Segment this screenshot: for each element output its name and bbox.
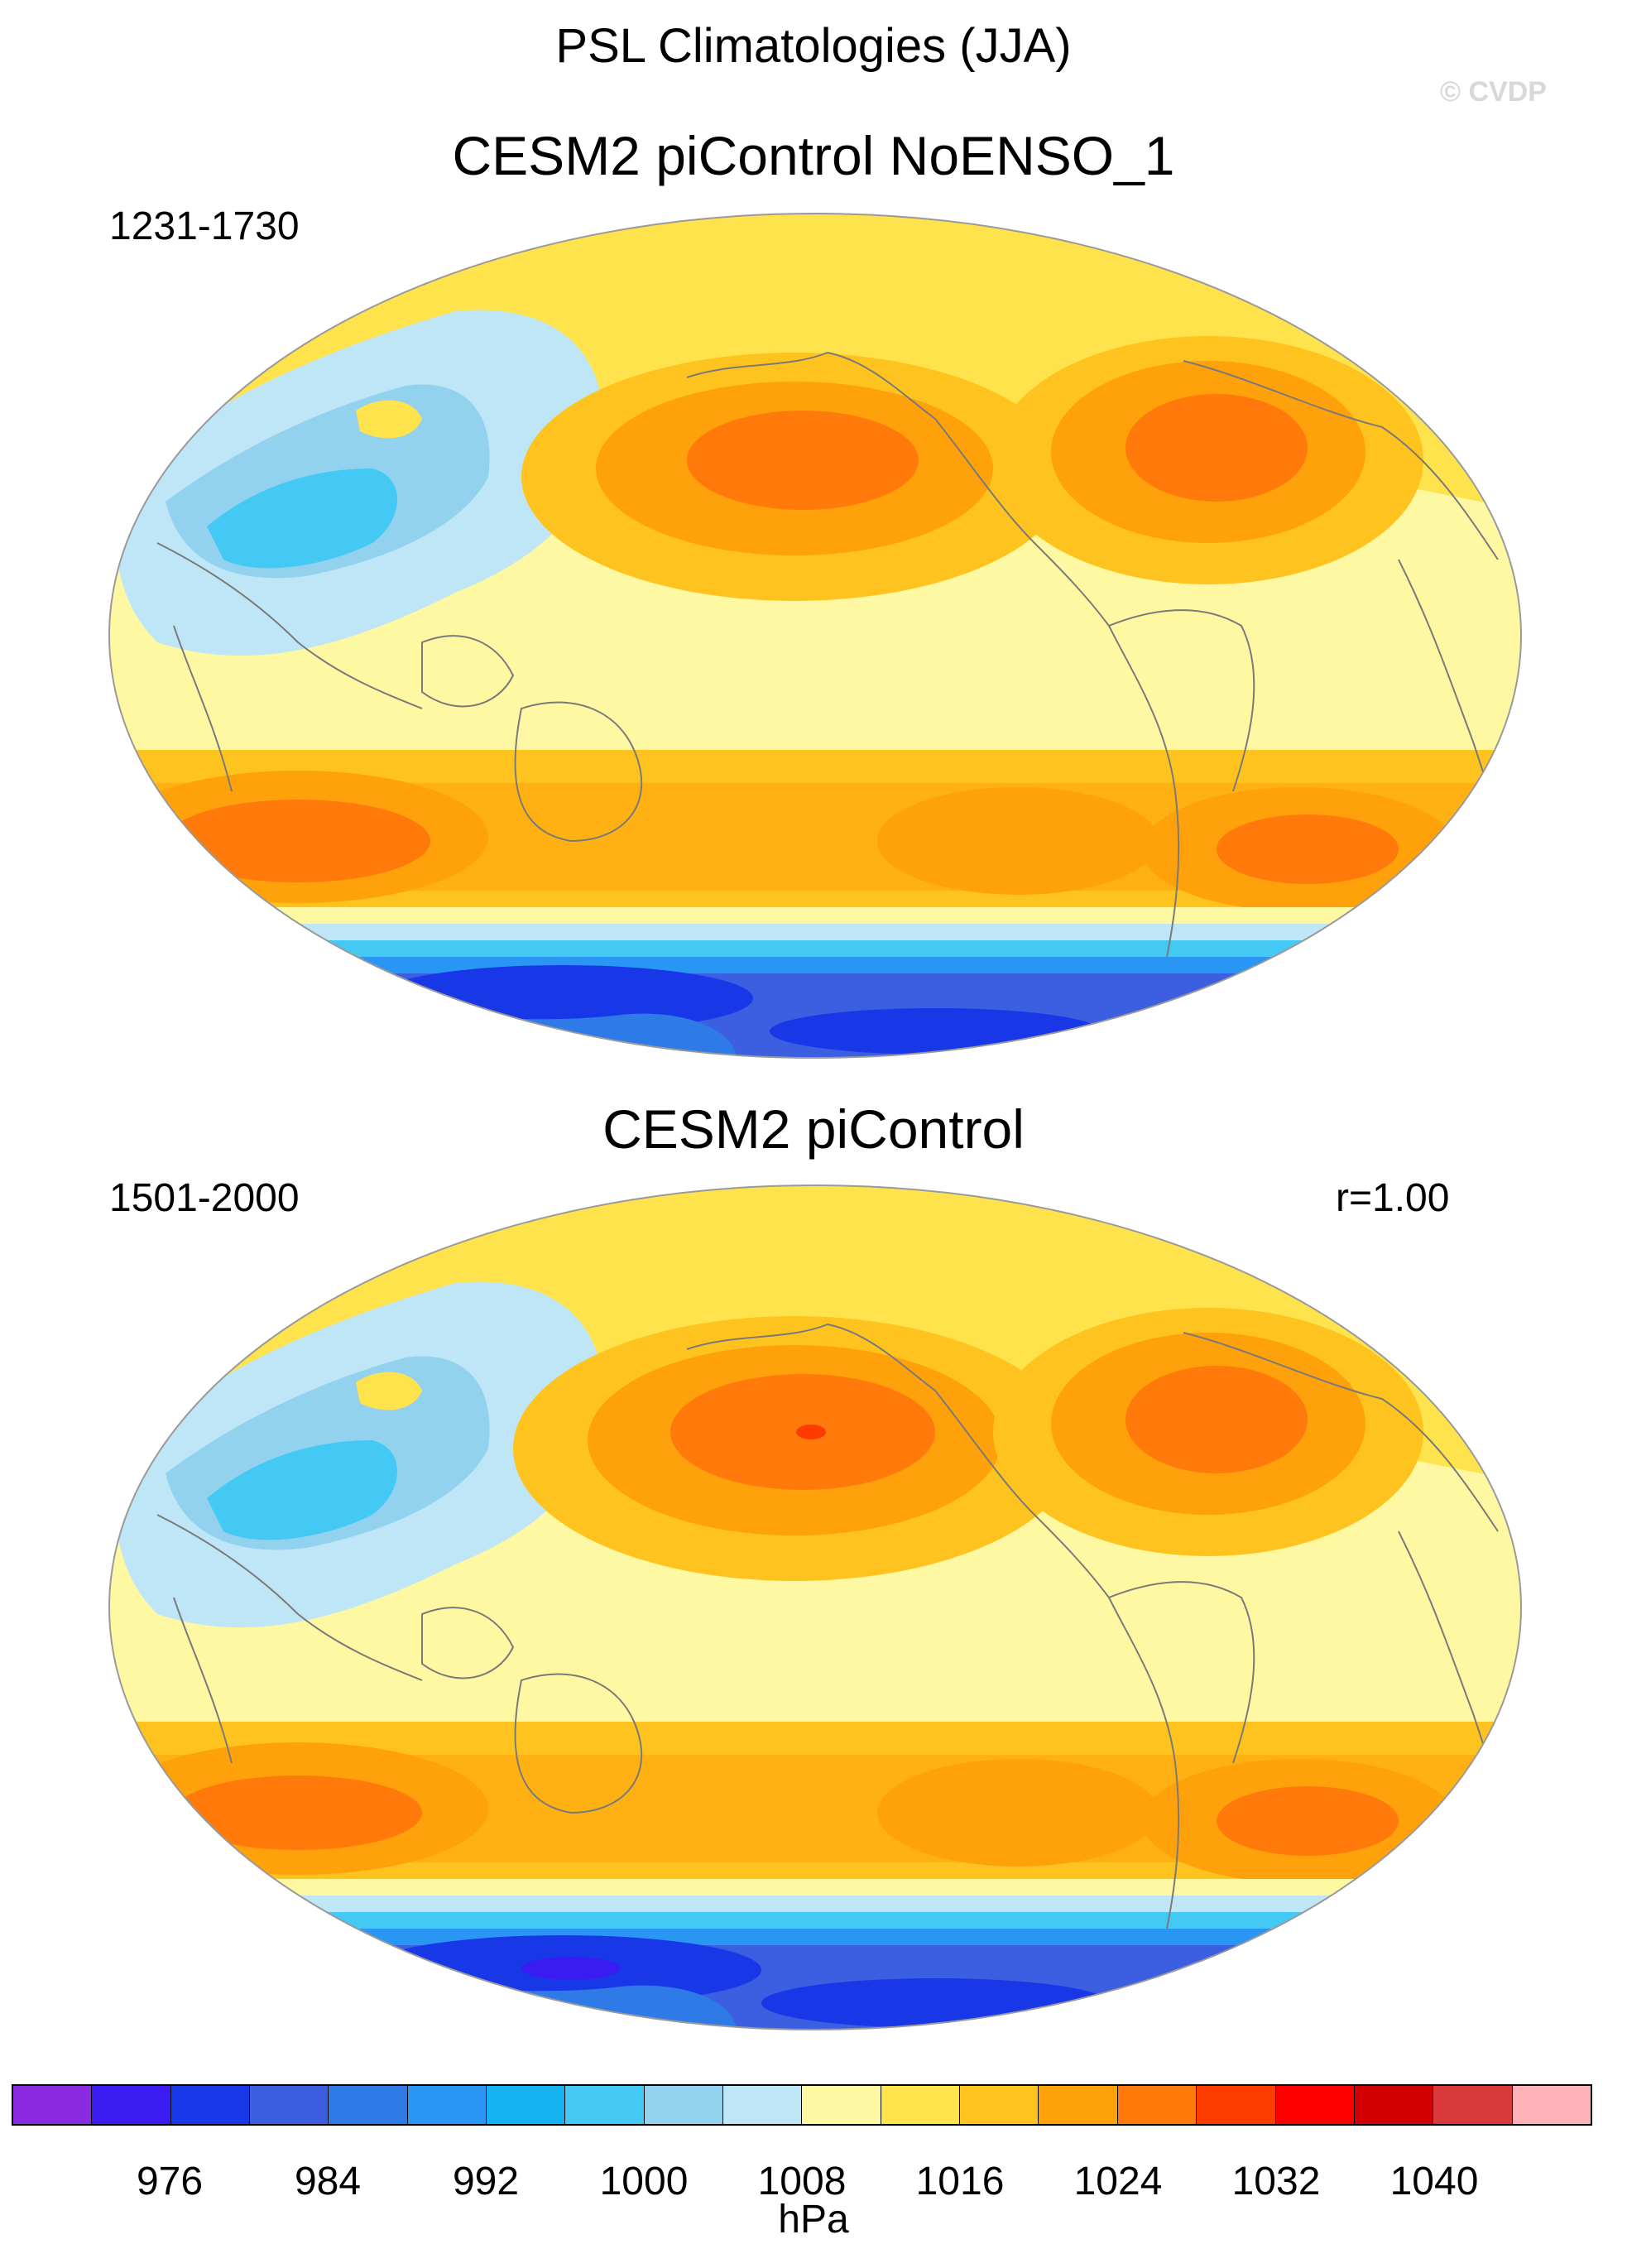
panel-1-map: [108, 212, 1523, 1060]
colorbar-segment: [329, 2086, 408, 2124]
colorbar-units: hPa: [778, 2198, 849, 2242]
colorbar-segment: [1197, 2086, 1276, 2124]
colorbar-segment: [92, 2086, 171, 2124]
colorbar-segment: [487, 2086, 566, 2124]
panel-1-title: CESM2 piControl NoENSO_1: [452, 125, 1175, 186]
colorbar-segment: [960, 2086, 1039, 2124]
colorbar-label: 976: [136, 2160, 204, 2203]
map-outline: [108, 1184, 1522, 2030]
colorbar-segment: [644, 2086, 724, 2124]
panel-2-period: 1501-2000: [109, 1176, 300, 1220]
colorbar-segment: [13, 2086, 93, 2124]
colorbar-segment: [881, 2086, 961, 2124]
colorbar-label: 992: [452, 2160, 520, 2203]
colorbar: [12, 2084, 1592, 2126]
colorbar-segment: [1433, 2086, 1513, 2124]
colorbar-label: 1024: [1073, 2160, 1163, 2203]
colorbar-label: 1008: [757, 2160, 847, 2203]
map-outline: [108, 213, 1522, 1059]
colorbar-segment: [1275, 2086, 1355, 2124]
colorbar-label: 1032: [1231, 2160, 1321, 2203]
colorbar-label: 1040: [1389, 2160, 1479, 2203]
colorbar-segment: [1354, 2086, 1434, 2124]
colorbar-segment: [407, 2086, 487, 2124]
colorbar-label: 984: [294, 2160, 362, 2203]
colorbar-segment: [250, 2086, 329, 2124]
colorbar-labels: 976 984 992 1000 1008 1016 1024 1032 1040: [12, 2159, 1592, 2208]
colorbar-label: 1016: [915, 2160, 1005, 2203]
colorbar-segment: [802, 2086, 881, 2124]
panel-1-period: 1231-1730: [109, 204, 300, 248]
panel-2-correlation: r=1.00: [1336, 1176, 1450, 1220]
panel-2-map: [108, 1184, 1523, 2031]
colorbar-segment: [1512, 2086, 1591, 2124]
cvdp-watermark: © CVDP: [1440, 76, 1547, 108]
panel-2-title: CESM2 piControl: [602, 1098, 1025, 1160]
colorbar-segment: [1117, 2086, 1197, 2124]
colorbar-segment: [565, 2086, 645, 2124]
colorbar-segment: [170, 2086, 251, 2124]
colorbar-segment: [1039, 2086, 1118, 2124]
figure-title: PSL Climatologies (JJA): [555, 19, 1072, 73]
colorbar-segment: [723, 2086, 803, 2124]
colorbar-label: 1000: [599, 2160, 689, 2203]
